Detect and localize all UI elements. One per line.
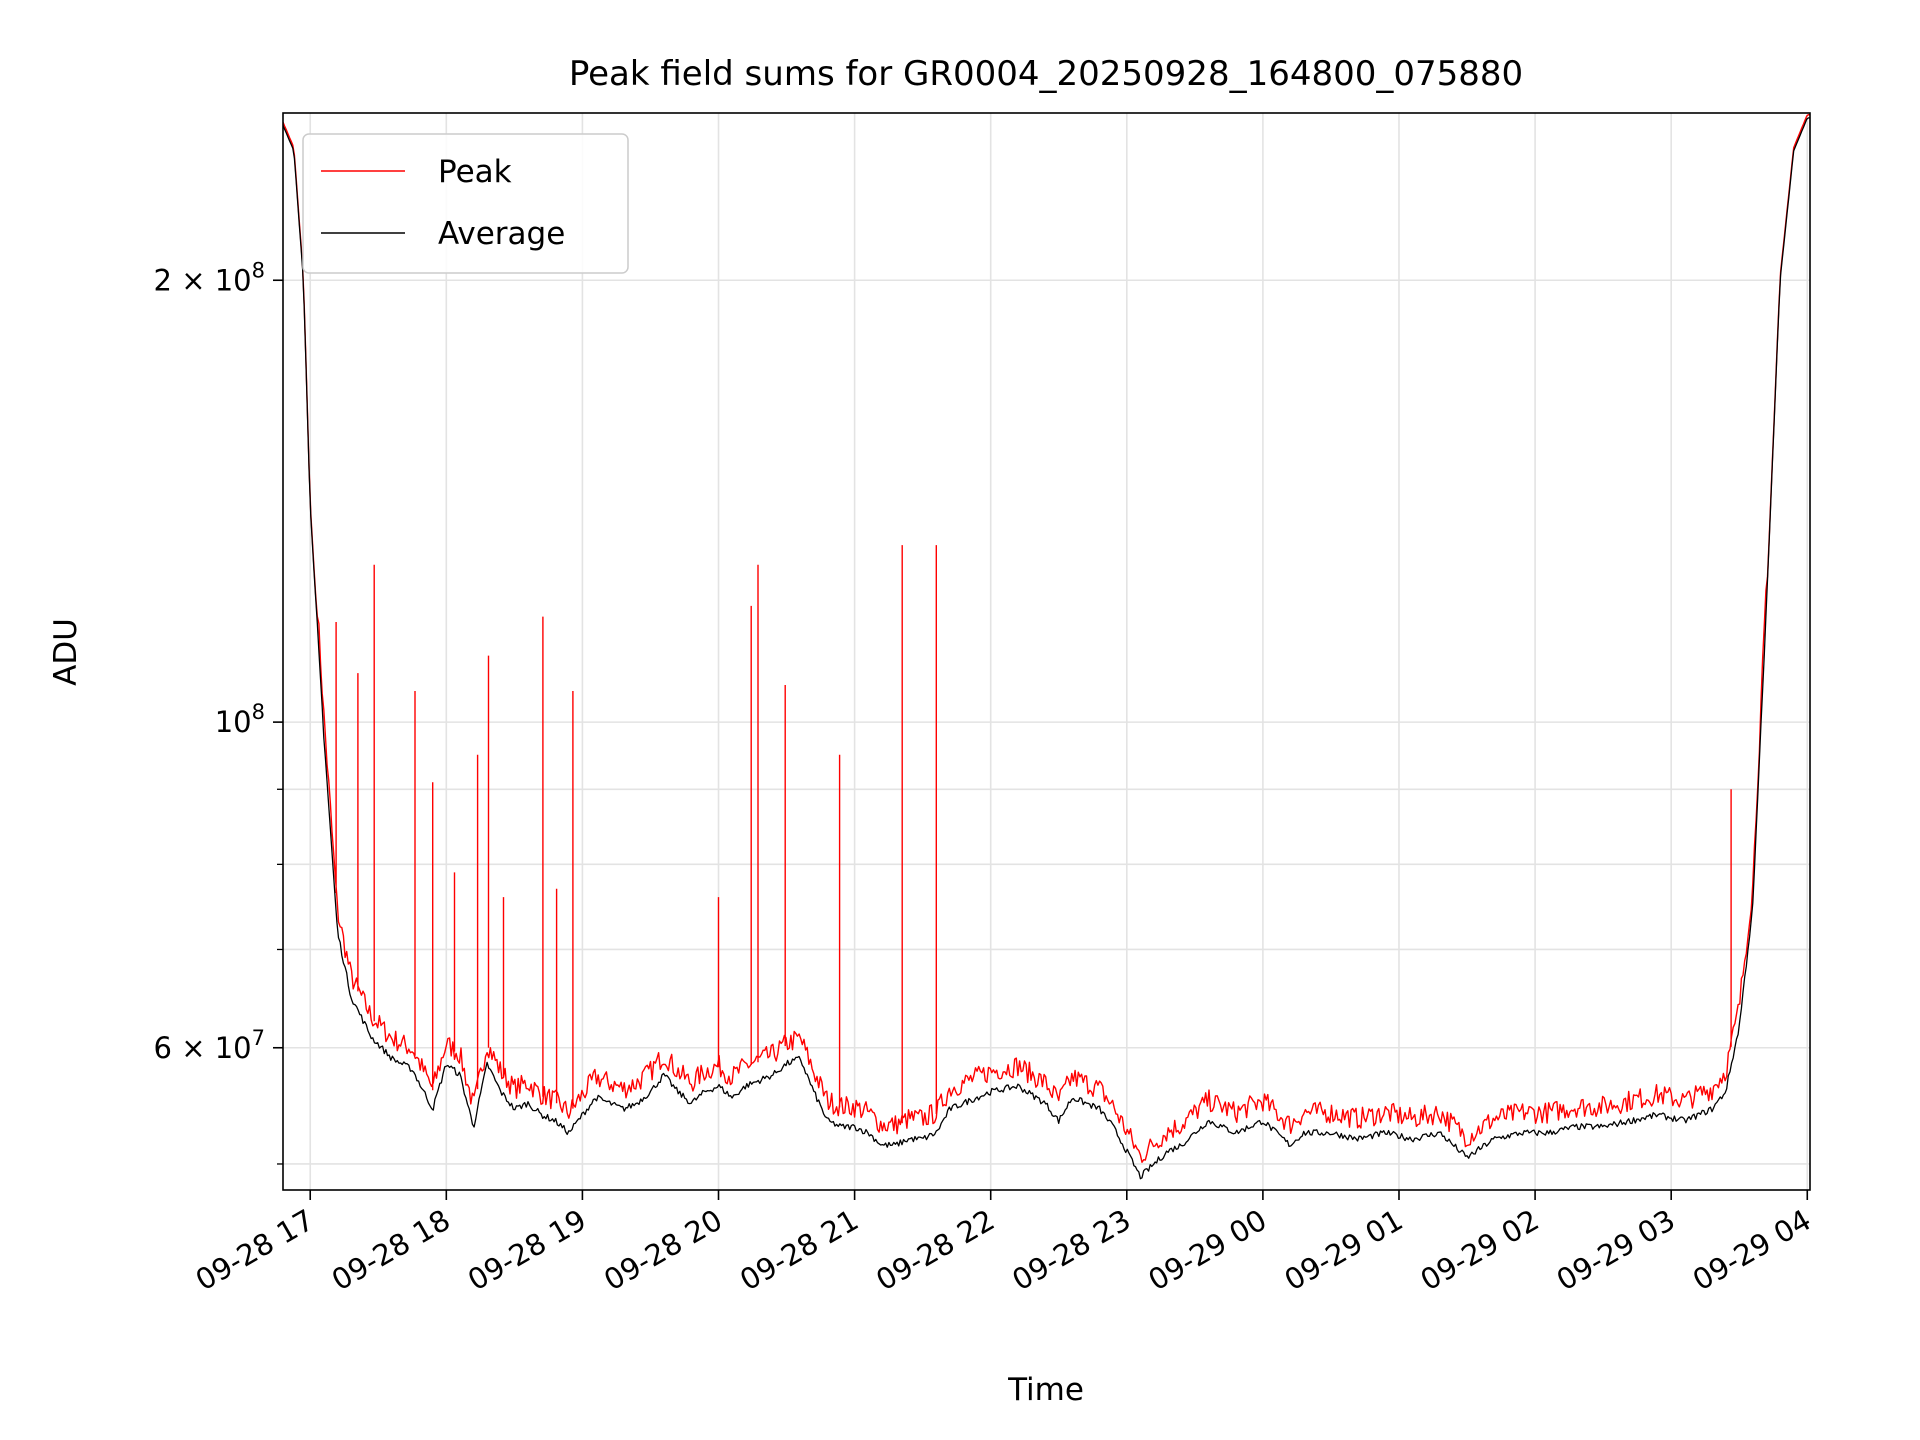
legend-box: [302, 133, 629, 274]
x-axis-label: Time: [1007, 1372, 1084, 1408]
chart-title: Peak field sums for GR0004_20250928_1648…: [569, 54, 1523, 94]
y-axis-label: ADU: [48, 618, 84, 686]
grid-lines: [283, 113, 1810, 1190]
legend-label-peak: Peak: [438, 154, 512, 190]
y-tick-label: 6 × 107: [154, 1026, 265, 1065]
plot-frame: [282, 112, 1811, 1191]
series-line-peak: [283, 114, 1810, 1163]
y-tick-label: 2 × 108: [154, 258, 265, 297]
legend-label-average: Average: [438, 216, 565, 252]
series-line-average: [283, 117, 1810, 1180]
legend: Peak Average: [302, 133, 629, 274]
y-tick-label: 108: [215, 700, 265, 739]
series-layer: [283, 114, 1810, 1180]
